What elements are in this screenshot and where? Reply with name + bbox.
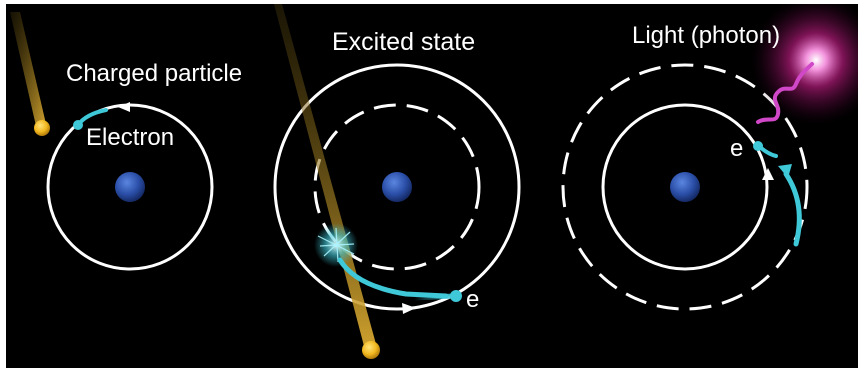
nucleus (115, 172, 145, 202)
diagram-canvas: Charged particle Electron Excited state … (6, 4, 858, 368)
orbit-inner (601, 103, 769, 271)
label-electron-emission: e (730, 135, 744, 162)
label-charged-particle: Charged particle (66, 60, 243, 87)
electron (450, 290, 462, 302)
electron-transition-arrow (778, 164, 792, 178)
orbit-outer-dashed (561, 63, 809, 311)
panel-ground (10, 12, 214, 271)
diagram-graphics (10, 4, 858, 359)
collision-rays (317, 227, 355, 263)
orbit-outer (273, 63, 521, 311)
charged-particle (362, 341, 380, 359)
orbit-inner-dashed (313, 103, 481, 271)
label-electron: Electron (86, 124, 175, 151)
electron (753, 141, 763, 151)
incoming-particle-trail (10, 12, 46, 126)
nucleus (670, 172, 700, 202)
label-electron-excited: e (466, 286, 480, 313)
label-light-photon: Light (photon) (632, 22, 781, 49)
electron-path (337, 257, 449, 299)
charged-particle (34, 120, 50, 136)
nucleus (382, 172, 412, 202)
panel-excited (273, 4, 521, 359)
panel-emission (561, 4, 858, 311)
orbit-direction-arrow (762, 168, 774, 180)
label-excited-state: Excited state (332, 28, 476, 56)
orbit-direction-arrow (402, 303, 416, 314)
photon-wave (756, 62, 814, 124)
electron-tail (411, 293, 457, 301)
electron (73, 120, 83, 130)
electron-transition-path (783, 171, 802, 247)
orbit-direction-arrow (118, 102, 130, 112)
